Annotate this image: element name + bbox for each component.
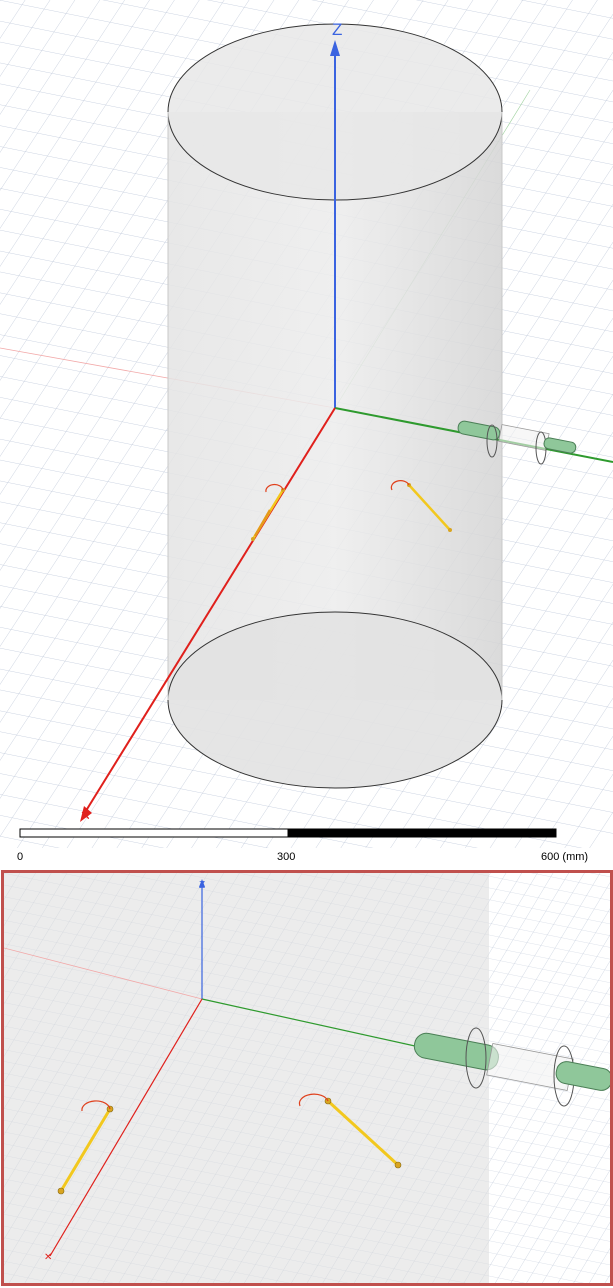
wire-node (448, 528, 452, 532)
scale-bar (19, 828, 557, 838)
zoom-z-axis-arrow (199, 879, 205, 887)
zoom-port-arc-icon (298, 1093, 329, 1107)
x-axis-line (83, 407, 336, 815)
coax-inner-conductor-right (543, 437, 577, 454)
zoom-coordinate-axes: ✕ (44, 879, 425, 1263)
zoom-coax-feed[interactable] (412, 1027, 610, 1107)
zoom-dipole-wire-right[interactable] (298, 1093, 402, 1169)
wire-segment (408, 484, 451, 531)
dipole-wire-left[interactable] (251, 483, 285, 541)
zoom-x-axis-marker-icon: ✕ (44, 1252, 52, 1263)
zoom-x-axis-extension (4, 947, 203, 1000)
scale-tick-end: 600 (mm) (541, 851, 589, 863)
zoom-x-axis-line (49, 998, 203, 1257)
coax-inner-conductor-left (457, 420, 501, 441)
top-3d-view[interactable]: ✕ (0, 0, 613, 848)
scale-bar-dark-segment (287, 828, 557, 838)
zoom-wire-segment (326, 1099, 400, 1167)
port-arc-icon (265, 483, 284, 493)
zoom-coax-inner-right (555, 1061, 610, 1091)
cylinder-bottom-face (167, 611, 503, 789)
zoom-y-axis-line (201, 998, 425, 1049)
zoom-coax-ring-left (465, 1027, 487, 1089)
scale-tick-mid: 300 (277, 851, 296, 863)
top-z-axis-label: Z (332, 20, 343, 39)
zoom-port-arc-icon (81, 1100, 111, 1112)
zoomed-3d-view[interactable]: ✕ (4, 873, 610, 1283)
x-axis-marker-icon: ✕ (80, 808, 91, 823)
dipole-wire-right[interactable] (390, 480, 452, 532)
coax-ring-left (486, 424, 498, 458)
zoom-dipole-wire-left[interactable] (57, 1100, 114, 1195)
coordinate-axes: ✕ (80, 40, 613, 823)
zoom-z-axis-label: Z (199, 880, 206, 891)
wire-node (251, 537, 255, 541)
x-axis-arrow (80, 806, 92, 822)
scale-tick-start: 0 (17, 851, 24, 863)
coax-feed[interactable] (457, 420, 577, 465)
zoom-wire-node (394, 1161, 402, 1169)
zoom-wire-node (57, 1187, 65, 1195)
z-axis-arrow (330, 40, 340, 56)
zoom-cylinder-interior (4, 873, 489, 1283)
scale-bar-light-segment (19, 828, 289, 838)
wire-segment-highlight (253, 509, 272, 537)
port-arc-icon (390, 480, 410, 491)
zoom-wire-segment (59, 1108, 112, 1192)
